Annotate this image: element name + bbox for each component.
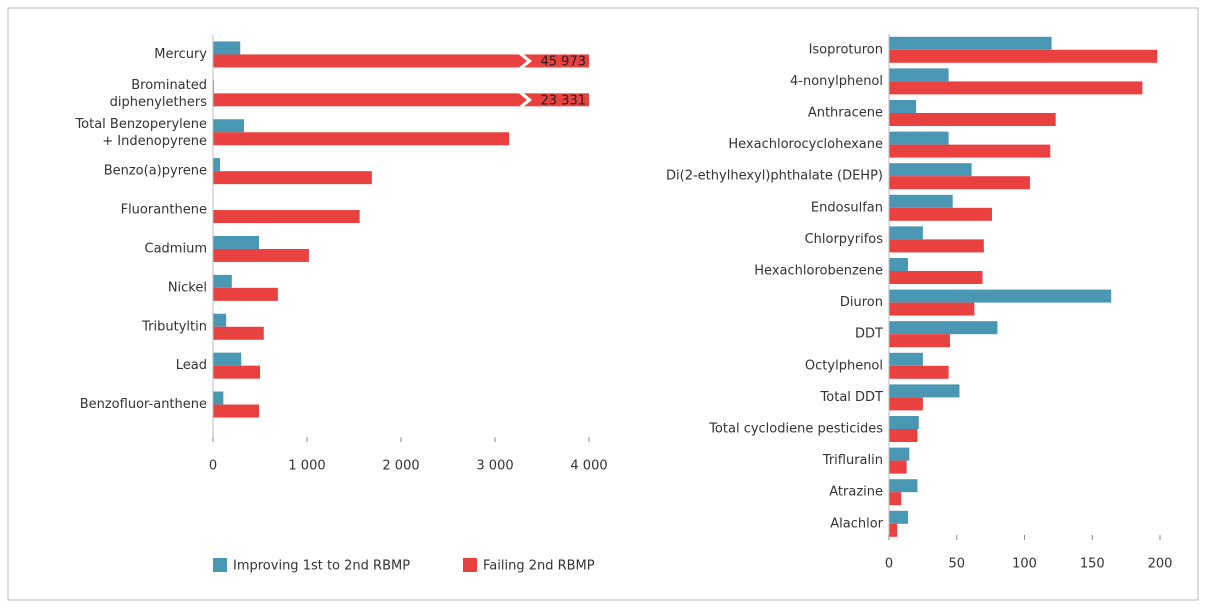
bar	[889, 176, 1030, 190]
category-label: Total cyclodiene pesticides	[708, 422, 883, 437]
bar	[889, 523, 898, 537]
bar	[889, 365, 949, 379]
bar	[213, 274, 232, 288]
value-label: 45 973	[541, 54, 587, 69]
category-label: Benzo(a)pyrene	[104, 164, 207, 179]
break-mark	[519, 93, 532, 107]
bar	[213, 158, 221, 172]
bar	[213, 119, 245, 133]
bar	[213, 41, 241, 55]
x-tick-label: 0	[885, 557, 893, 572]
category-label: Trifluralin	[822, 453, 883, 468]
category-label: Endosulfan	[811, 200, 883, 215]
category-label: DDT	[855, 327, 883, 342]
bar	[213, 352, 242, 366]
x-tick-label: 100	[1012, 557, 1037, 572]
bar	[889, 81, 1143, 95]
bar	[213, 365, 260, 379]
bar	[889, 479, 918, 493]
category-label: Cadmium	[145, 241, 207, 256]
bar	[889, 207, 992, 221]
category-label: Di(2-ethylhexyl)phthalate (DEHP)	[666, 169, 883, 184]
bar	[213, 171, 372, 185]
bar	[889, 492, 902, 506]
category-label: Diuron	[840, 295, 883, 310]
category-label: Anthracene	[808, 106, 883, 121]
legend-swatch	[213, 558, 227, 572]
bar	[889, 384, 960, 398]
category-label: Octylphenol	[805, 358, 883, 373]
bar	[889, 239, 984, 253]
bar	[889, 163, 972, 177]
bar	[889, 258, 908, 271]
category-label: Mercury	[154, 47, 207, 62]
category-label: Total Benzoperylene + Indenopyrene	[74, 116, 207, 148]
bar	[213, 235, 260, 249]
bar	[213, 287, 278, 301]
x-tick-label: 3 000	[476, 459, 513, 474]
x-tick-label: 200	[1148, 557, 1173, 572]
category-label: Total DDT	[820, 390, 884, 405]
bar	[889, 429, 918, 442]
x-tick-label: 50	[948, 557, 965, 572]
x-tick-label: 1 000	[288, 459, 325, 474]
legend-swatch	[463, 558, 477, 572]
bar	[889, 100, 917, 113]
bar	[889, 271, 983, 284]
x-tick-label: 150	[1080, 557, 1105, 572]
bar	[889, 321, 998, 335]
bar	[889, 226, 923, 240]
bar	[889, 334, 950, 348]
bar	[213, 326, 264, 340]
category-label: 4-nonylphenol	[790, 74, 883, 89]
value-label: 23 331	[541, 93, 587, 108]
bar	[889, 36, 1052, 50]
bar	[889, 302, 975, 316]
bar	[889, 397, 923, 411]
x-tick-label: 0	[209, 459, 217, 474]
bar	[889, 289, 1112, 303]
bar	[213, 54, 589, 68]
bar	[889, 144, 1051, 158]
category-label: Lead	[176, 358, 207, 373]
bar	[213, 391, 224, 405]
category-label: Nickel	[168, 280, 207, 295]
category-label: Hexachlorobenzene	[754, 264, 883, 279]
bar	[889, 194, 953, 208]
category-label: Hexachlorocyclohexane	[728, 137, 883, 152]
bar	[213, 93, 589, 107]
bar	[889, 460, 907, 474]
bar	[889, 416, 919, 429]
bar	[213, 404, 260, 418]
bar	[889, 113, 1056, 126]
bar	[889, 49, 1158, 63]
legend-label: Failing 2nd RBMP	[483, 559, 595, 574]
x-tick-label: 4 000	[570, 459, 607, 474]
bar	[213, 132, 510, 146]
category-label: Tributyltin	[141, 319, 207, 334]
bar	[213, 248, 309, 262]
category-label: Chlorpyrifos	[805, 232, 884, 247]
bar	[889, 352, 923, 366]
category-label: Fluoranthene	[121, 203, 207, 218]
x-tick-label: 2 000	[382, 459, 419, 474]
category-label: Atrazine	[829, 485, 883, 500]
bar	[213, 210, 360, 224]
bar	[889, 510, 908, 524]
category-label: Alachlor	[830, 516, 883, 531]
break-mark	[519, 54, 532, 68]
bar	[889, 68, 949, 82]
legend-label: Improving 1st to 2nd RBMP	[233, 559, 410, 574]
frame-border	[7, 7, 1199, 601]
category-label: Isoproturon	[809, 42, 883, 57]
bar	[889, 447, 910, 461]
category-label: Benzofluor-anthene	[80, 397, 207, 412]
bar	[889, 131, 949, 145]
bar	[213, 313, 227, 327]
category-label: Brominated diphenylethers	[110, 77, 208, 109]
